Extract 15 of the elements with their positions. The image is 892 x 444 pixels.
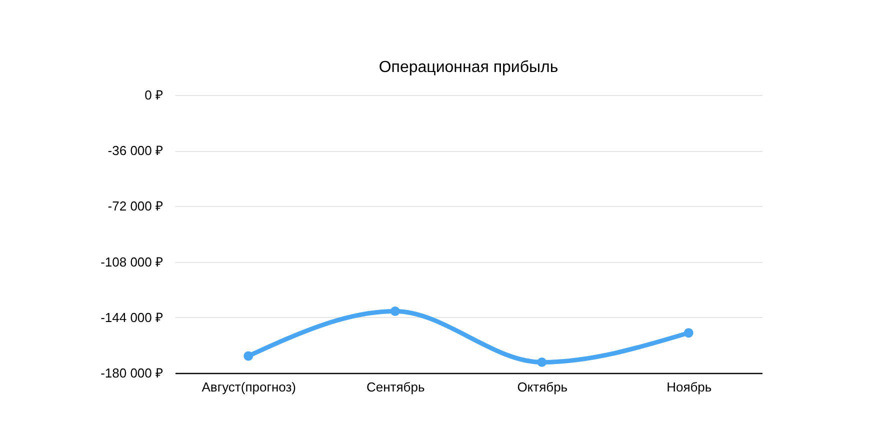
point [537, 357, 547, 367]
y-tick-label: -72 000 ₽ [108, 198, 164, 214]
point [684, 328, 694, 338]
x-tick-label: Октябрь [517, 380, 568, 394]
point [390, 306, 400, 316]
y-tick-label: -180 000 ₽ [100, 366, 164, 380]
y-tick-label: -144 000 ₽ [100, 310, 164, 325]
x-tick-label: Сентябрь [366, 380, 425, 394]
x-tick-label: Ноябрь [666, 380, 712, 394]
y-tick-label: -108 000 ₽ [100, 254, 164, 270]
point [244, 351, 254, 361]
y-tick-label: -36 000 ₽ [108, 143, 164, 158]
chart-title: Операционная прибыль [378, 59, 558, 76]
y-tick-label: 0 ₽ [144, 88, 164, 102]
x-tick-label: Август(прогноз) [202, 380, 296, 394]
